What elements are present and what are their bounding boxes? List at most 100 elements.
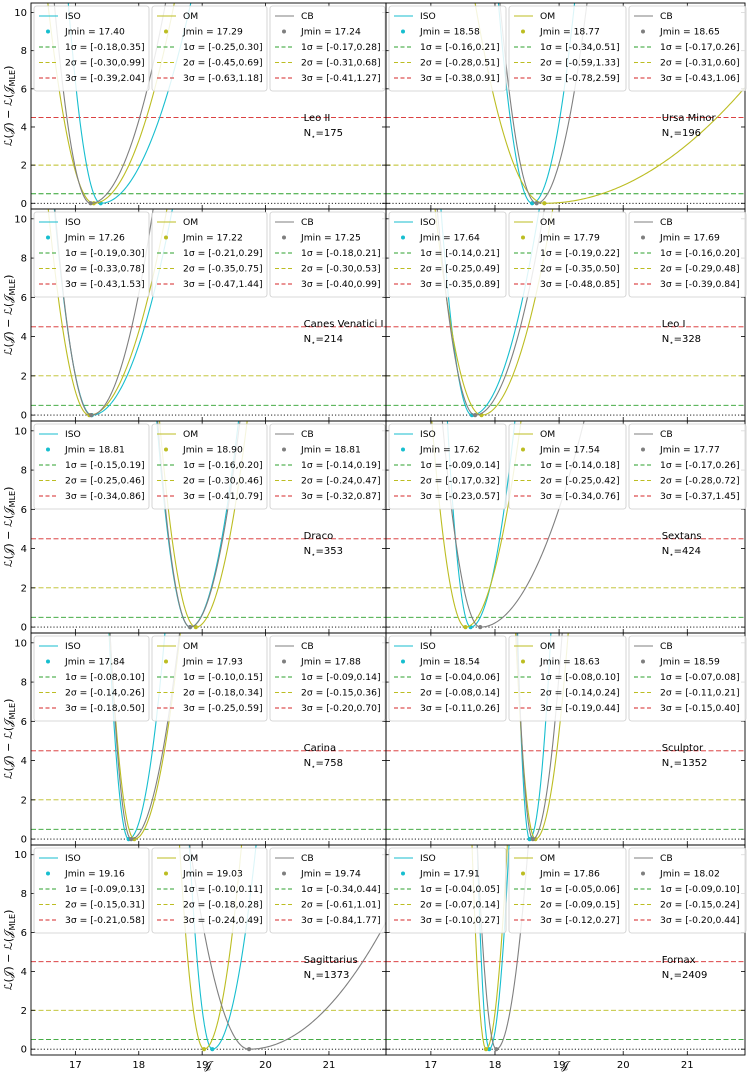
y-axis-label-main: ℒ(𝒥) − ℒ(𝒥 (2, 84, 15, 147)
galaxy-name: Sextans (662, 531, 702, 542)
y-tick-label: 10 (14, 638, 27, 649)
legend-box (388, 211, 507, 298)
legend-box (388, 423, 507, 510)
legend-marker (641, 871, 645, 876)
y-tick-label: 6 (21, 928, 27, 939)
legend-entry-text: Jmin = 18.77 (539, 27, 600, 38)
legend-marker (521, 659, 525, 664)
legend-entry-text: 2σ = [-0.25,0.42] (540, 476, 620, 487)
legend-entry-text: Jmin = 17.26 (64, 233, 125, 244)
y-axis-label: ℒ(𝒥) − ℒ(𝒥MLE) (2, 910, 17, 991)
legend-box (628, 211, 747, 298)
curves-group (156, 421, 248, 630)
legend-cb: CB Jmin = 17.69 1σ = [-0.16,0.20] 2σ = [-0.… (628, 211, 747, 298)
legend-entry-text: 3σ = [-0.37,1.45] (660, 491, 740, 502)
legend-box (628, 847, 747, 934)
minimum-marker-iso (210, 1047, 215, 1052)
legend-marker (46, 235, 50, 240)
legend-box (33, 211, 150, 298)
panel-leo-i: ISO Jmin = 17.64 1σ = [-0.14,0.21] 2σ = [-0… (385, 208, 747, 422)
legend-entry-text: 1σ = [-0.07,0.08] (660, 672, 740, 683)
legend-entry-text: 1σ = [-0.14,0.21] (420, 248, 500, 259)
y-axis-label-close: ) (2, 910, 15, 914)
legend-entry-text: 2σ = [-0.30,0.99] (65, 58, 145, 69)
legend-box (151, 847, 268, 934)
legend-entry-text: 2σ = [-0.28,0.51] (420, 58, 500, 69)
curves-group (471, 845, 529, 1052)
legend-entry-text: Jmin = 17.69 (659, 233, 720, 244)
y-tick-label: 0 (21, 199, 27, 210)
x-tick-label: 19 (553, 1060, 566, 1071)
legend-entry-text: 3σ = [-0.63,1.18] (183, 73, 263, 84)
legend-marker (46, 659, 50, 664)
y-tick-label: 10 (14, 850, 27, 861)
legend-entry-text: OM (540, 429, 555, 440)
y-axis-label-close: ) (2, 66, 15, 70)
legend-box (33, 423, 150, 510)
star-count: N⋆=175 (304, 128, 343, 141)
legend-cb: CB Jmin = 17.77 1σ = [-0.17,0.26] 2σ = [-0.… (628, 423, 747, 510)
star-count-value: =196 (674, 128, 701, 139)
y-tick-label: 0 (21, 623, 27, 634)
legend-entry-text: 2σ = [-0.29,0.48] (660, 264, 740, 275)
y-tick-label: 4 (21, 332, 27, 343)
y-tick-label: 10 (14, 214, 27, 225)
star-count-value: =758 (316, 758, 343, 769)
legend-entry-text: OM (183, 429, 198, 440)
star-count: N⋆=1352 (662, 758, 708, 771)
x-axis-label-right: 𝒥 (561, 1059, 571, 1072)
star-count-value: =328 (674, 334, 701, 345)
curve-cb (499, 3, 588, 204)
legend-marker (401, 447, 405, 452)
legend-entry-text: Jmin = 17.29 (182, 27, 243, 38)
legend-entry-text: ISO (65, 853, 81, 864)
legend-entry-text: 3σ = [-0.40,0.99] (301, 279, 381, 290)
legend-om: OM Jmin = 18.63 1σ = [-0.08,0.10] 2σ = [-0.… (508, 635, 627, 722)
legend-entry-text: 2σ = [-0.28,0.72] (660, 476, 740, 487)
legend-box (388, 635, 507, 722)
star-count-value: =1352 (674, 758, 708, 769)
legend-entry-text: 1σ = [-0.08,0.10] (65, 672, 145, 683)
legend-entry-text: 3σ = [-0.41,0.79] (183, 491, 263, 502)
legend-entry-text: 3σ = [-0.34,0.86] (65, 491, 145, 502)
star-count-symbol: N (662, 970, 669, 981)
legend-iso: ISO Jmin = 18.54 1σ = [-0.04,0.06] 2σ = [-0… (388, 635, 507, 722)
legend-entry-text: CB (301, 853, 314, 864)
legend-entry-text: Jmin = 17.64 (419, 233, 480, 244)
minimum-marker-cb (534, 201, 539, 206)
legend-entry-text: 3σ = [-0.20,0.44] (660, 915, 740, 926)
minimum-marker-cb (478, 625, 483, 630)
legend-entry-text: Jmin = 17.22 (182, 233, 243, 244)
star-count-symbol: N (304, 334, 311, 345)
y-tick-label: 4 (21, 544, 27, 555)
legend-entry-text: 2σ = [-0.35,0.50] (540, 264, 620, 275)
legend-box (269, 5, 386, 92)
y-axis-label: ℒ(𝒥) − ℒ(𝒥MLE) (2, 66, 17, 147)
legend-cb: CB Jmin = 17.25 1σ = [-0.18,0.21] 2σ = [-0.… (269, 211, 386, 298)
legend-entry-text: ISO (420, 429, 436, 440)
minimum-marker-om (201, 1047, 207, 1052)
legend-entry-text: ISO (420, 641, 436, 652)
legend-entry-text: CB (301, 217, 314, 228)
legend-box (508, 423, 627, 510)
legend-entry-text: 1σ = [-0.18,0.21] (301, 248, 381, 259)
legend-entry-text: CB (660, 429, 673, 440)
legend-entry-text: 2σ = [-0.15,0.31] (65, 900, 145, 911)
legend-entry-text: 1σ = [-0.09,0.14] (301, 672, 381, 683)
galaxy-name: Sagittarius (304, 955, 358, 966)
legend-om: OM Jmin = 17.54 1σ = [-0.14,0.18] 2σ = [-0.… (508, 423, 627, 510)
legend-entry-text: ISO (420, 217, 436, 228)
legend-om: OM Jmin = 19.03 1σ = [-0.10,0.11] 2σ = [-0.… (151, 847, 268, 934)
legend-entry-text: OM (183, 11, 198, 22)
legend-iso: ISO Jmin = 18.81 1σ = [-0.15,0.19] 2σ = [-0… (33, 423, 150, 510)
legend-entry-text: 1σ = [-0.09,0.13] (65, 884, 145, 895)
curve-cb (189, 845, 386, 1050)
star-count-value: =214 (316, 334, 343, 345)
x-tick-label: 18 (489, 1060, 502, 1071)
legend-entry-text: ISO (65, 429, 81, 440)
legend-entry-text: Jmin = 18.65 (659, 27, 720, 38)
star-count-subscript: ⋆ (669, 133, 673, 141)
legend-entry-text: Jmin = 17.54 (539, 445, 600, 456)
legend-entry-text: ISO (65, 641, 81, 652)
star-count-symbol: N (304, 546, 311, 557)
